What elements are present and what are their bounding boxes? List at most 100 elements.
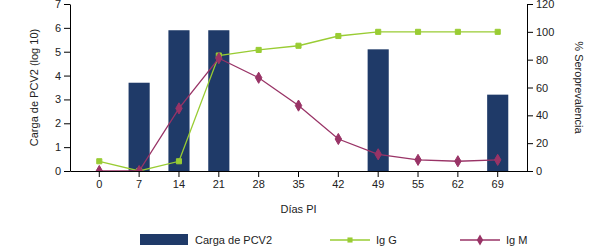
- x-tick-mark: [178, 171, 179, 177]
- chart: 0 1 2 3 4 5 6 7 0 20 40 60 80 100 120 0 7 14 21 28 35 42 49 55 6…: [0, 0, 612, 252]
- x-tick-mark: [218, 171, 219, 177]
- line: [99, 32, 497, 171]
- legend-label: Ig M: [506, 234, 527, 246]
- x-tick: 49: [372, 171, 384, 190]
- y2-tick-mark: [527, 115, 533, 116]
- y-tick-mark: [64, 123, 70, 124]
- marker: [97, 159, 102, 164]
- y2-tick: 120: [527, 0, 554, 10]
- y-tick-mark: [64, 171, 70, 172]
- y-tick: 4: [55, 70, 70, 82]
- y-axis: 0 1 2 3 4 5 6 7: [55, 0, 71, 177]
- line: [99, 58, 497, 171]
- x-tick-mark: [298, 171, 299, 177]
- y2-tick-label: 40: [536, 109, 548, 121]
- x-tick-mark: [139, 171, 140, 177]
- y-tick-label: 4: [55, 70, 61, 82]
- marker: [136, 165, 142, 171]
- bar: [129, 83, 150, 171]
- marker: [176, 103, 182, 114]
- bar: [368, 49, 389, 171]
- y2-tick-mark: [527, 60, 533, 61]
- legend-label: Ig G: [376, 234, 397, 246]
- legend-label: Carga de PCV2: [195, 234, 272, 246]
- y2-tick-mark: [527, 143, 533, 144]
- y2-tick: 60: [527, 82, 548, 94]
- x-tick-mark: [258, 171, 259, 177]
- x-tick: 35: [292, 171, 304, 190]
- y-axis-title: Carga de PCV2 (log 10): [28, 29, 40, 146]
- y-tick-mark: [64, 52, 70, 53]
- legend-marker: [477, 234, 483, 245]
- x-tick: 0: [96, 171, 102, 190]
- y2-tick: 80: [527, 54, 548, 66]
- y2-tick: 40: [527, 109, 548, 121]
- x-tick-mark: [378, 171, 379, 177]
- y-tick-label: 3: [55, 93, 61, 105]
- y-tick-label: 7: [55, 0, 61, 10]
- x-axis: 0 7 14 21 28 35 42 49 55 62 69: [71, 171, 528, 190]
- marker: [455, 29, 460, 34]
- x-tick-label: 28: [253, 178, 265, 190]
- x-tick: 14: [173, 171, 185, 190]
- x-axis-title: Días PI: [280, 203, 316, 215]
- marker: [376, 29, 381, 34]
- x-tick: 69: [492, 171, 504, 190]
- y2-tick-mark: [527, 88, 533, 89]
- marker: [375, 149, 381, 160]
- y2-tick-label: 0: [536, 165, 542, 177]
- y2-tick-mark: [527, 4, 533, 5]
- bar: [168, 30, 189, 171]
- y-tick-mark: [64, 76, 70, 77]
- x-tick-mark: [99, 171, 100, 177]
- y-tick-mark: [64, 28, 70, 29]
- y-tick: 1: [55, 141, 70, 153]
- x-tick-label: 42: [332, 178, 344, 190]
- x-tick-label: 35: [292, 178, 304, 190]
- y-tick: 6: [55, 22, 70, 34]
- y-tick-label: 5: [55, 46, 61, 58]
- y-tick-label: 2: [55, 117, 61, 129]
- x-tick-mark: [338, 171, 339, 177]
- x-tick-label: 62: [452, 178, 464, 190]
- x-tick-mark: [457, 171, 458, 177]
- x-tick-label: 7: [136, 178, 142, 190]
- marker: [455, 156, 461, 167]
- x-tick-label: 55: [412, 178, 424, 190]
- x-tick: 62: [452, 171, 464, 190]
- y-tick-mark: [64, 147, 70, 148]
- marker: [216, 53, 222, 64]
- marker: [335, 133, 341, 144]
- y-tick-mark: [64, 4, 70, 5]
- y2-tick-label: 20: [536, 137, 548, 149]
- y2-tick-label: 120: [536, 0, 554, 10]
- plot-area: [96, 29, 508, 171]
- y-tick-mark: [64, 99, 70, 100]
- x-tick-label: 69: [492, 178, 504, 190]
- x-tick-mark: [497, 171, 498, 177]
- marker: [256, 47, 261, 52]
- marker: [255, 72, 261, 83]
- x-tick: 21: [213, 171, 225, 190]
- marker: [415, 154, 421, 165]
- y-tick: 3: [55, 93, 70, 105]
- y-tick: 0: [55, 165, 70, 177]
- x-tick-label: 49: [372, 178, 384, 190]
- marker: [495, 29, 500, 34]
- y-tick: 7: [55, 0, 70, 10]
- y2-axis: 0 20 40 60 80 100 120: [527, 0, 554, 177]
- marker: [295, 100, 301, 111]
- marker: [415, 29, 420, 34]
- x-tick: 55: [412, 171, 424, 190]
- x-tick-label: 0: [96, 178, 102, 190]
- y2-tick: 100: [527, 26, 554, 38]
- x-tick-mark: [418, 171, 419, 177]
- y2-tick-label: 100: [536, 26, 554, 38]
- y-tick: 5: [55, 46, 70, 58]
- x-tick-label: 21: [213, 178, 225, 190]
- x-tick: 28: [253, 171, 265, 190]
- y-axis-line: [70, 5, 71, 172]
- y-tick-label: 0: [55, 165, 61, 177]
- marker: [336, 33, 341, 38]
- y2-tick-mark: [527, 32, 533, 33]
